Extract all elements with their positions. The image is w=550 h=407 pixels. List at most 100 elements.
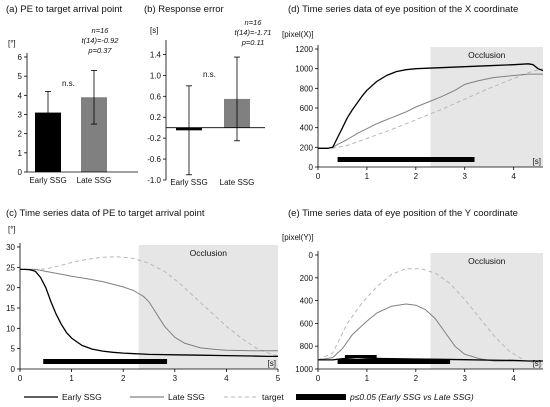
x-tick-label: 1 bbox=[365, 374, 370, 383]
series-early-line bbox=[318, 63, 544, 149]
panel-b-stats: n=16 t(14)=-1.71 p=0.11 bbox=[235, 18, 272, 47]
y-tick-label: 1.4 bbox=[150, 50, 162, 59]
panel-e-unit: [pixel(Y)] bbox=[282, 233, 314, 242]
series-late-line bbox=[317, 303, 543, 362]
panel-a-stats: n=16 t(14)=-0.92 p=0.37 bbox=[82, 26, 120, 55]
occlusion-label: Occlusion bbox=[190, 248, 228, 258]
y-tick-label: 4 bbox=[18, 91, 23, 100]
series-late-line bbox=[318, 73, 543, 149]
y-tick-label: 5 bbox=[18, 72, 23, 81]
panel-a: (a) PE to target arrival point [°] n=16 … bbox=[6, 4, 138, 185]
significance-bar bbox=[337, 359, 451, 364]
panel-a-unit: [°] bbox=[8, 39, 16, 48]
legend: Early SSG Late SSG target p≤0.05 (Early … bbox=[24, 392, 474, 402]
panel-d-unit: [pixel(X)] bbox=[282, 30, 314, 39]
x-tick-label: 1 bbox=[365, 172, 370, 181]
x-unit-label: [s] bbox=[533, 157, 541, 166]
x-tick-label: Early SSG bbox=[29, 176, 66, 185]
panel-b-title: (b) Response error bbox=[144, 4, 224, 15]
x-tick-label: 3 bbox=[463, 172, 468, 181]
y-tick-label: 15 bbox=[6, 304, 15, 313]
panel-a-sig-label: n.s. bbox=[62, 79, 75, 88]
x-tick-label: 5 bbox=[276, 374, 281, 383]
y-tick-label: 2 bbox=[18, 130, 23, 139]
y-tick-label: -1.0 bbox=[147, 176, 161, 185]
panel-e: (e) Time series data of eye position of … bbox=[282, 208, 543, 383]
occlusion-region bbox=[430, 253, 543, 369]
series-target-line bbox=[317, 268, 543, 365]
legend-target-label: target bbox=[262, 392, 284, 402]
y-tick-label: 600 bbox=[300, 319, 314, 328]
y-tick-label: 0 bbox=[11, 365, 16, 374]
y-tick-label: 400 bbox=[300, 124, 314, 133]
y-tick-label: 0 bbox=[309, 251, 314, 260]
panel-e-title: (e) Time series data of eye position of … bbox=[288, 208, 518, 219]
y-tick-label: 800 bbox=[300, 84, 314, 93]
panel-d: (d) Time series data of eye position of … bbox=[282, 4, 544, 181]
y-tick-label: 1200 bbox=[295, 45, 313, 54]
y-tick-label: 800 bbox=[300, 342, 314, 351]
panel-c-unit: [°] bbox=[8, 225, 16, 234]
y-tick-label: 400 bbox=[300, 297, 314, 306]
panel-a-stat-n: n=16 bbox=[92, 26, 110, 35]
panel-b: (b) Response error [s] n=16 t(14)=-1.71 … bbox=[144, 4, 271, 187]
x-tick-label: 2 bbox=[414, 172, 419, 181]
y-tick-label: 0 bbox=[18, 168, 23, 177]
x-tick-label: Late SSG bbox=[220, 178, 255, 187]
legend-sig-swatch bbox=[296, 394, 346, 400]
panel-a-title: (a) PE to target arrival point bbox=[6, 4, 123, 15]
x-tick-label: 2 bbox=[121, 374, 126, 383]
y-tick-label: 1000 bbox=[295, 65, 313, 74]
y-tick-label: 0.2 bbox=[150, 113, 162, 122]
panel-a-stat-t: t(14)=-0.92 bbox=[82, 36, 120, 45]
legend-sig-label: p≤0.05 (Early SSG vs Late SSG) bbox=[349, 392, 474, 402]
y-tick-label: -0.2 bbox=[147, 134, 161, 143]
y-tick-label: 1000 bbox=[295, 365, 313, 374]
occlusion-label: Occlusion bbox=[468, 256, 506, 266]
significance-bar bbox=[43, 359, 168, 364]
series-late-line bbox=[20, 268, 278, 352]
x-unit-label: [s] bbox=[268, 359, 276, 368]
panel-b-stat-t: t(14)=-1.71 bbox=[235, 28, 272, 37]
series-early-line bbox=[20, 268, 278, 358]
x-unit-label: [s] bbox=[533, 359, 541, 368]
y-tick-label: 0.6 bbox=[150, 92, 162, 101]
y-tick-label: 20 bbox=[6, 284, 15, 293]
y-tick-label: 25 bbox=[6, 263, 15, 272]
panel-d-title: (d) Time series data of eye position of … bbox=[288, 4, 518, 15]
y-tick-label: 200 bbox=[300, 143, 314, 152]
x-tick-label: 4 bbox=[511, 172, 516, 181]
significance-bar bbox=[337, 157, 475, 162]
x-tick-label: 4 bbox=[224, 374, 229, 383]
y-tick-label: 0 bbox=[309, 163, 314, 172]
legend-early-label: Early SSG bbox=[62, 392, 102, 402]
panel-b-sig-label: n.s. bbox=[203, 70, 216, 79]
panel-b-stat-p: p=0.11 bbox=[241, 38, 265, 47]
x-tick-label: 3 bbox=[173, 374, 178, 383]
x-tick-label: 3 bbox=[463, 374, 468, 383]
y-tick-label: -0.6 bbox=[147, 155, 161, 164]
y-tick-label: 6 bbox=[18, 53, 23, 62]
x-tick-label: 1 bbox=[69, 374, 74, 383]
x-tick-label: 4 bbox=[511, 374, 516, 383]
panel-b-stat-n: n=16 bbox=[245, 18, 263, 27]
y-tick-label: 3 bbox=[18, 111, 23, 120]
panel-c-title: (c) Time series data of PE to target arr… bbox=[6, 208, 205, 219]
x-tick-label: Early SSG bbox=[170, 178, 207, 187]
x-tick-label: Late SSG bbox=[77, 176, 112, 185]
y-tick-label: 1.0 bbox=[150, 71, 162, 80]
x-tick-label: 2 bbox=[414, 374, 419, 383]
panel-b-unit: [s] bbox=[150, 26, 158, 35]
y-tick-label: 1 bbox=[18, 149, 23, 158]
occlusion-label: Occlusion bbox=[468, 50, 506, 60]
x-tick-label: 0 bbox=[18, 374, 23, 383]
x-tick-label: 0 bbox=[316, 374, 321, 383]
y-tick-label: 10 bbox=[6, 324, 15, 333]
y-tick-label: 5 bbox=[11, 345, 16, 354]
legend-late-label: Late SSG bbox=[168, 392, 205, 402]
series-target-line bbox=[318, 68, 544, 149]
panel-c: (c) Time series data of PE to target arr… bbox=[6, 208, 281, 383]
y-tick-label: 30 bbox=[6, 243, 15, 252]
panel-a-stat-p: p=0.37 bbox=[87, 46, 112, 55]
